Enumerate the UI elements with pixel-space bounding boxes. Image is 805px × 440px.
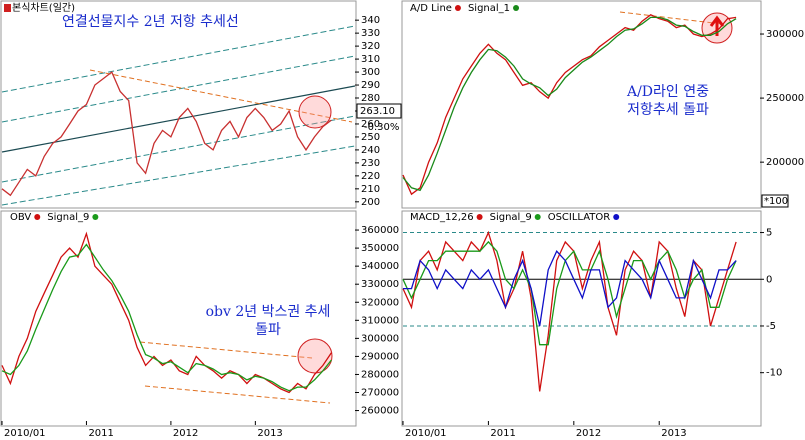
legend-dot (534, 214, 541, 220)
x-tick-label: 2012 (576, 428, 601, 439)
legend-dot (92, 214, 99, 220)
legend-label: Signal_9 (490, 212, 532, 223)
x-tick-label: 2010/01 (405, 428, 447, 439)
y-tick-label: 270000 (361, 388, 399, 399)
trend-lines (1, 11, 733, 404)
y-tick-label: 240 (361, 145, 380, 156)
legend-label: Signal_1 (468, 3, 510, 14)
y-tick-label: 290000 (361, 351, 399, 362)
annotation: A/D라인 연중 (626, 84, 709, 100)
y-tick-label: 300000 (361, 333, 399, 344)
series-line (402, 230, 737, 392)
y-tick-label: 260 (361, 119, 380, 130)
price-tag-box (356, 103, 402, 119)
series-line (1, 243, 332, 392)
y-tick-label: 250 (361, 132, 380, 143)
series-line (402, 16, 737, 192)
y-tick-label: 230 (361, 158, 380, 169)
legend-label: MACD_12,26 (410, 212, 474, 223)
annotation: 돌파 (255, 322, 281, 338)
x-tick-label: 2013 (661, 428, 686, 439)
y-tick-label: 340 (361, 15, 380, 26)
y-tick-label: 300000 (766, 29, 804, 40)
legend-label: OSCILLATOR (548, 212, 611, 223)
y-tick-label: 250000 (766, 93, 804, 104)
legend-label: Signal_9 (47, 212, 89, 223)
x-tick-label: 2011 (88, 428, 113, 439)
unit-box (761, 194, 789, 208)
unit-label: *100 (764, 196, 788, 207)
price-tag: 263.10 (360, 106, 395, 117)
y-tick-label: 300 (361, 67, 380, 78)
y-tick-label: 200000 (766, 157, 804, 168)
title-icon (4, 4, 11, 12)
chart-title: 본식차트(일간) (12, 2, 75, 14)
y-tick-label: 310 (361, 54, 380, 65)
y-tick-label: 330 (361, 28, 380, 39)
price-change: -0.30% (364, 122, 399, 133)
y-tick-label: 200 (361, 197, 380, 208)
series-line (403, 250, 737, 327)
panel-frame (0, 0, 357, 209)
legend-label: OBV (10, 212, 31, 223)
panel-frame (401, 210, 762, 427)
y-tick-label: 280000 (361, 369, 399, 380)
y-tick-label: -10 (766, 368, 782, 379)
legend-dot (454, 5, 461, 11)
annotation: obv 2년 박스권 추세 (206, 304, 331, 320)
x-tick-label: 2013 (257, 428, 282, 439)
y-tick-label: 320 (361, 41, 380, 52)
legend-dot (476, 214, 483, 220)
legend-dot (613, 214, 620, 220)
annotation: 연결선물지수 2년 저항 추세선 (62, 14, 239, 30)
y-tick-label: 260000 (361, 406, 399, 417)
x-tick-label: 2010/01 (4, 428, 46, 439)
panel-frame (401, 0, 762, 209)
panel-frame (0, 210, 357, 427)
y-tick-label: 5 (766, 228, 772, 239)
legend-dot (34, 214, 41, 220)
y-tick-label: 220 (361, 171, 380, 182)
y-tick-label: 330000 (361, 279, 399, 290)
legend-dot (513, 5, 520, 11)
y-tick-label: 310000 (361, 315, 399, 326)
y-tick-label: 350000 (361, 243, 399, 254)
series-line (1, 71, 332, 197)
y-tick-label: 290 (361, 80, 380, 91)
annotation: 저항추세 돌파 (627, 102, 709, 118)
y-tick-label: 320000 (361, 297, 399, 308)
legend-label: A/D Line (410, 3, 452, 14)
series-line (402, 240, 737, 346)
x-tick-label: 2012 (173, 428, 198, 439)
x-tick-label: 2011 (490, 428, 515, 439)
y-tick-label: 360000 (361, 225, 399, 236)
y-tick-label: -5 (766, 321, 776, 332)
y-tick-label: 280 (361, 93, 380, 104)
y-tick-label: 0 (766, 274, 772, 285)
y-tick-label: 340000 (361, 261, 399, 272)
y-tick-label: 210 (361, 184, 380, 195)
